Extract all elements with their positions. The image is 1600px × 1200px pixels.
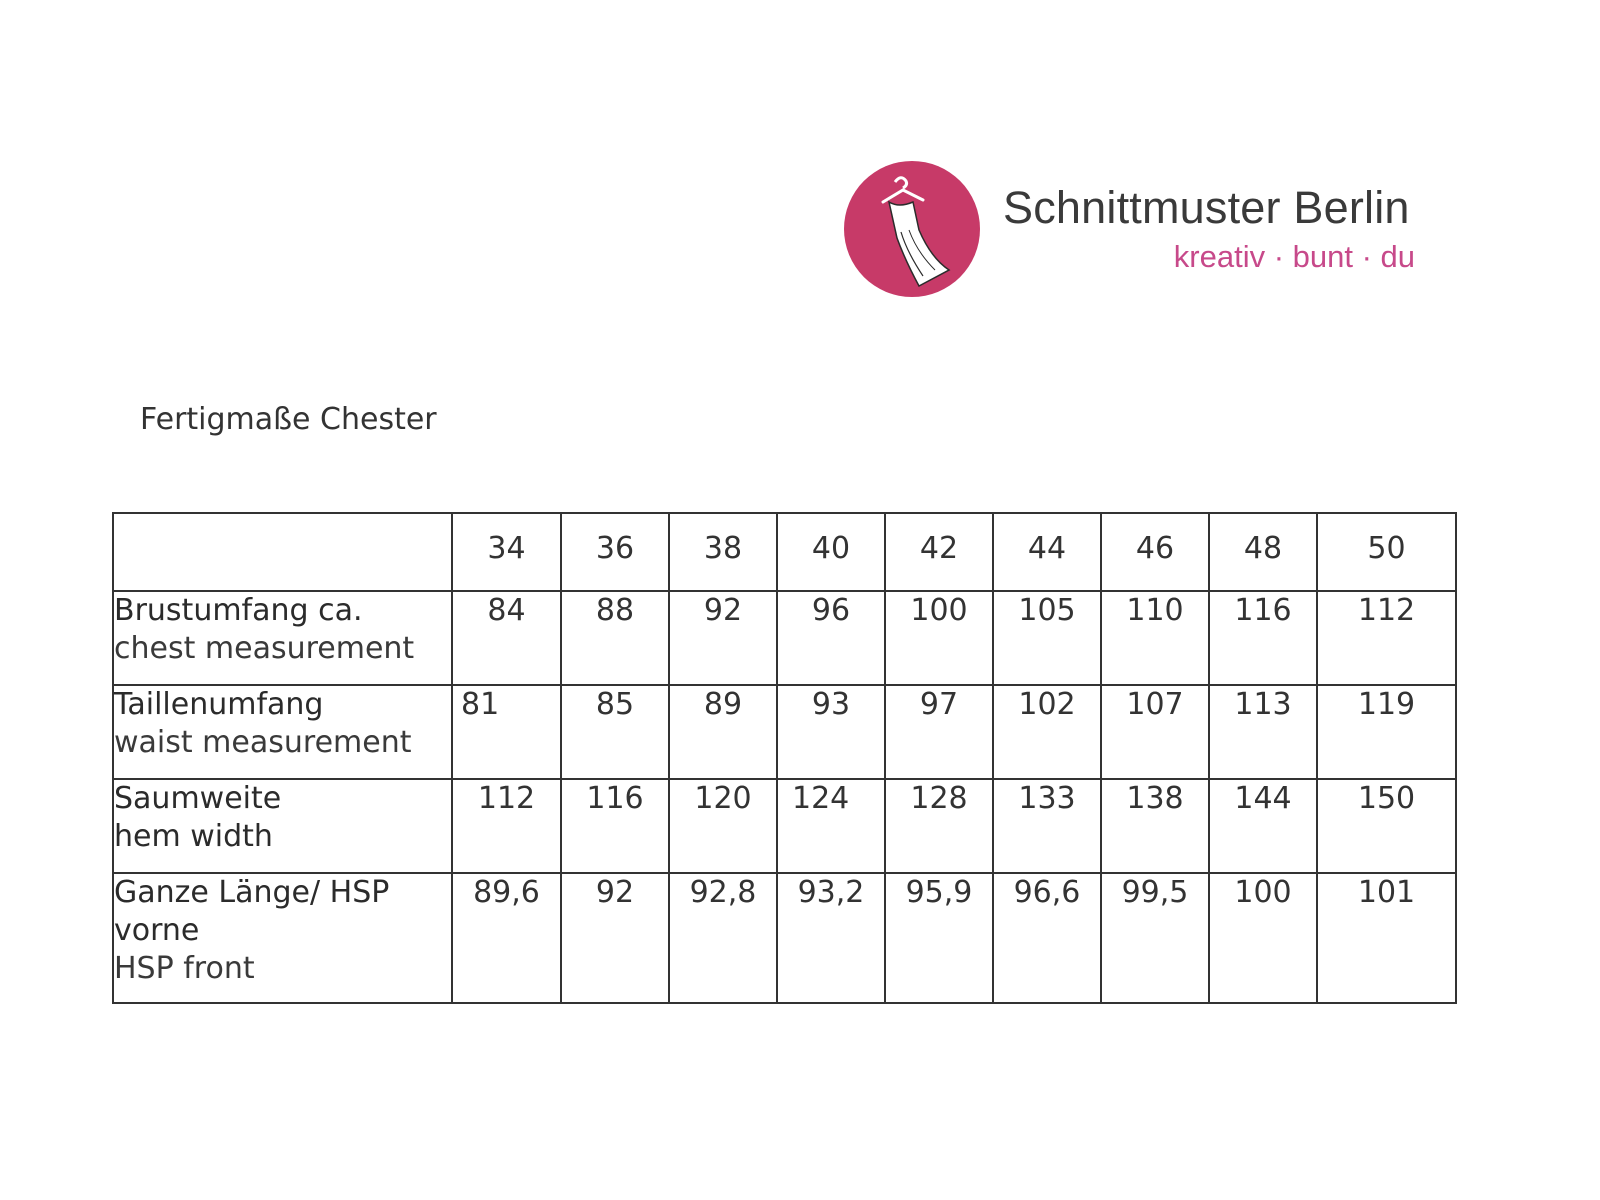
table-cell: 93 xyxy=(776,684,886,780)
table-cell: 92,8 xyxy=(668,872,778,1004)
size-header: 44 xyxy=(992,512,1102,592)
table-cell: 133 xyxy=(992,778,1102,874)
table-cell: 95,9 xyxy=(884,872,994,1004)
size-header: 50 xyxy=(1316,512,1457,592)
table-cell: 124 xyxy=(776,778,886,874)
brand-name: Schnittmuster Berlin xyxy=(1003,182,1410,233)
table-cell: 120 xyxy=(668,778,778,874)
table-cell: 113 xyxy=(1208,684,1318,780)
table-cell: 97 xyxy=(884,684,994,780)
row-label: Ganze Länge/ HSP vorne HSP front xyxy=(112,872,453,1004)
table-cell: 88 xyxy=(560,590,670,686)
table-row: Taillenumfang waist measurement 81 85 89… xyxy=(112,684,1457,780)
row-label-de: Brustumfang ca. xyxy=(114,593,363,628)
table-cell: 99,5 xyxy=(1100,872,1210,1004)
table-cell: 89 xyxy=(668,684,778,780)
brand-logo: Schnittmuster Berlin kreativ · bunt · du xyxy=(843,160,1423,300)
table-cell: 100 xyxy=(1208,872,1318,1004)
table-cell: 112 xyxy=(1316,590,1457,686)
row-label: Brustumfang ca. chest measurement xyxy=(112,590,453,686)
table-cell: 89,6 xyxy=(451,872,562,1004)
table-row: Saumweite hem width 112 116 120 124 128 … xyxy=(112,778,1457,874)
table-row: Brustumfang ca. chest measurement 84 88 … xyxy=(112,590,1457,686)
row-label-de: Saumweite xyxy=(114,781,282,816)
brand-tagline: kreativ · bunt · du xyxy=(1173,239,1415,274)
table-cell: 96 xyxy=(776,590,886,686)
size-header-row: 34 36 38 40 42 44 46 48 50 xyxy=(112,512,1457,592)
row-label-en: hem width xyxy=(114,819,273,854)
row-label: Saumweite hem width xyxy=(112,778,453,874)
row-label: Taillenumfang waist measurement xyxy=(112,684,453,780)
table-cell: 81 xyxy=(451,684,562,780)
table-cell: 93,2 xyxy=(776,872,886,1004)
table-cell: 92 xyxy=(668,590,778,686)
dress-hanger-icon xyxy=(843,160,981,298)
size-header: 42 xyxy=(884,512,994,592)
size-header: 34 xyxy=(451,512,562,592)
size-header: 46 xyxy=(1100,512,1210,592)
size-header: 36 xyxy=(560,512,670,592)
size-header: 38 xyxy=(668,512,778,592)
header-empty-cell xyxy=(112,512,453,592)
size-header: 48 xyxy=(1208,512,1318,592)
table-cell: 105 xyxy=(992,590,1102,686)
row-label-de: Ganze Länge/ HSP vorne xyxy=(114,875,390,948)
table-cell: 85 xyxy=(560,684,670,780)
table-cell: 110 xyxy=(1100,590,1210,686)
table-cell: 107 xyxy=(1100,684,1210,780)
table-cell: 116 xyxy=(1208,590,1318,686)
table-cell: 102 xyxy=(992,684,1102,780)
size-table: 34 36 38 40 42 44 46 48 50 Brustumfang c… xyxy=(112,512,1457,1004)
table-cell: 150 xyxy=(1316,778,1457,874)
table-cell: 138 xyxy=(1100,778,1210,874)
row-label-en: HSP front xyxy=(114,951,255,986)
table-cell: 112 xyxy=(451,778,562,874)
table-cell: 119 xyxy=(1316,684,1457,780)
size-header: 40 xyxy=(776,512,886,592)
row-label-en: chest measurement xyxy=(114,631,415,666)
table-row: Ganze Länge/ HSP vorne HSP front 89,6 92… xyxy=(112,872,1457,1004)
table-cell: 92 xyxy=(560,872,670,1004)
table-cell: 96,6 xyxy=(992,872,1102,1004)
table-cell: 116 xyxy=(560,778,670,874)
table-cell: 101 xyxy=(1316,872,1457,1004)
row-label-de: Taillenumfang xyxy=(114,687,324,722)
document-title: Fertigmaße Chester xyxy=(140,402,437,437)
table-cell: 144 xyxy=(1208,778,1318,874)
table-cell: 128 xyxy=(884,778,994,874)
table-cell: 84 xyxy=(451,590,562,686)
table-cell: 100 xyxy=(884,590,994,686)
row-label-en: waist measurement xyxy=(114,725,412,760)
